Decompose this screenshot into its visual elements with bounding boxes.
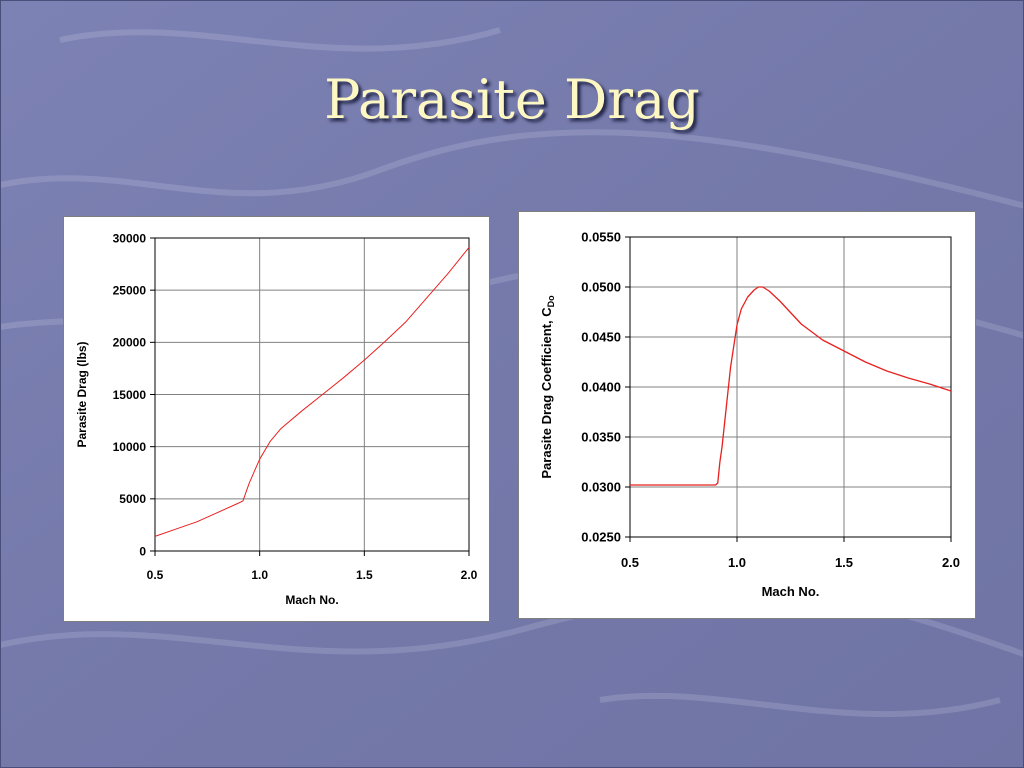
y-tick-label: 0.0450 [581, 330, 621, 345]
y-tick-label: 0.0300 [581, 480, 621, 495]
y-tick-label: 30000 [113, 231, 147, 245]
x-tick-label: 0.5 [147, 568, 164, 582]
y-tick-label: 10000 [113, 440, 147, 454]
y-tick-label: 0.0350 [581, 430, 621, 445]
y-axis-title-main: Parasite Drag (lbs) [75, 341, 89, 447]
parasite-drag-chart: 0 5000 10000 15000 20000 25000 30000 0.5 1.0 1.5 2… [75, 231, 478, 607]
y-tick-label: 0.0400 [581, 380, 621, 395]
y-tick-label: 20000 [113, 336, 147, 350]
y-axis-title: Parasite Drag Coefficient, CDo [539, 295, 556, 479]
y-axis-title-main: Parasite Drag Coefficient, C [539, 307, 554, 479]
y-axis-title: Parasite Drag (lbs) [75, 341, 89, 447]
y-tick-label: 0 [139, 544, 146, 558]
y-tick-label: 0.0250 [581, 530, 621, 545]
y-tick-label: 0.0550 [581, 230, 621, 245]
x-tick-label: 1.5 [835, 555, 853, 570]
x-axis-title: Mach No. [285, 593, 338, 607]
y-axis-title-subscript: Do [546, 295, 556, 307]
x-tick-label: 2.0 [942, 555, 960, 570]
y-tick-label: 15000 [113, 388, 147, 402]
y-tick-label: 5000 [119, 492, 146, 506]
slide-title: Parasite Drag [324, 68, 700, 131]
plot-area [629, 236, 952, 538]
series-line [154, 247, 470, 537]
x-tick-label: 1.5 [356, 568, 373, 582]
drag-chart-panel: 0 5000 10000 15000 20000 25000 30000 0.5 1.0 1.5 2… [63, 216, 490, 622]
plot-area [154, 237, 470, 552]
parasite-drag-coefficient-chart: 0.0250 0.0300 0.0350 0.0400 0.0450 0.0500 0.05… [539, 230, 960, 599]
x-tick-label: 1.0 [728, 555, 746, 570]
x-tick-label: 2.0 [461, 568, 478, 582]
x-tick-label: 0.5 [621, 555, 639, 570]
x-axis-title: Mach No. [762, 584, 820, 599]
y-tick-label: 0.0500 [581, 280, 621, 295]
y-tick-label: 25000 [113, 283, 147, 297]
series-line [630, 286, 952, 486]
x-tick-label: 1.0 [251, 568, 268, 582]
drag-coefficient-chart-panel: 0.0250 0.0300 0.0350 0.0400 0.0450 0.0500 0.05… [518, 211, 976, 619]
